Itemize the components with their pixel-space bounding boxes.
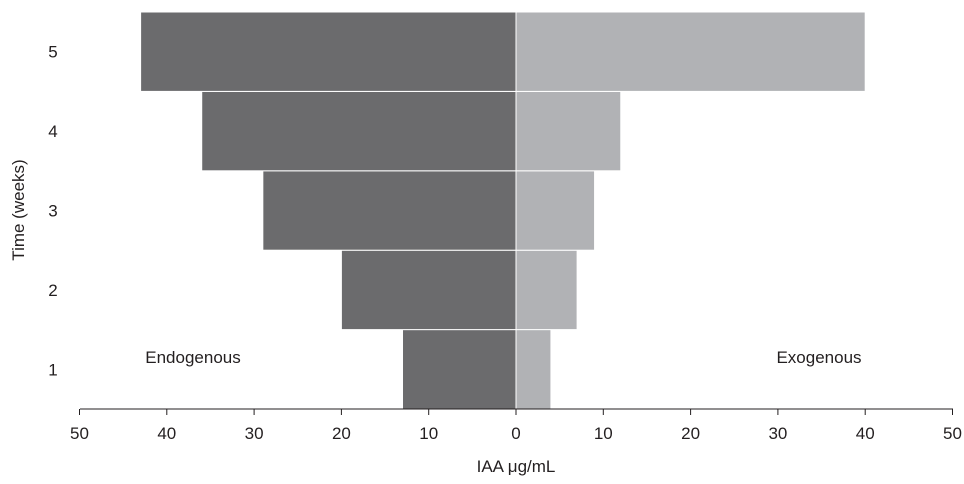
bar-endogenous-week-2: [340, 249, 517, 331]
bar-endogenous-week-3: [262, 170, 517, 251]
x-tick-label: 40: [157, 424, 176, 443]
x-ticks: 50 40 30 20 10 0 10 20 30 40 50: [70, 409, 962, 443]
x-tick-label: 30: [768, 424, 787, 443]
x-tick-label: 40: [856, 424, 875, 443]
y-axis-title: Time (weeks): [9, 159, 28, 260]
x-tick-label: 50: [943, 424, 962, 443]
bar-exogenous-week-5: [515, 11, 866, 92]
bar-exogenous-week-3: [515, 170, 596, 251]
series-label-endogenous: Endogenous: [145, 348, 240, 367]
x-tick-label: 10: [594, 424, 613, 443]
x-tick-label: 30: [245, 424, 264, 443]
y-tick-label-3: 3: [48, 202, 57, 221]
x-tick-label: 50: [70, 424, 89, 443]
x-tick-label: 0: [511, 424, 520, 443]
bar-exogenous-week-4: [515, 90, 622, 172]
bar-exogenous-week-2: [515, 249, 578, 331]
x-tick-label: 10: [419, 424, 438, 443]
y-tick-label-4: 4: [48, 122, 57, 141]
y-tick-labels: 1 2 3 4 5: [48, 43, 57, 380]
bar-endogenous-week-1: [402, 329, 517, 410]
series-label-exogenous: Exogenous: [776, 348, 861, 367]
x-tick-label: 20: [332, 424, 351, 443]
bar-endogenous-week-4: [201, 90, 517, 172]
x-tick-label: 20: [681, 424, 700, 443]
y-tick-label-1: 1: [48, 360, 57, 379]
x-axis-title: IAA μg/mL: [477, 457, 556, 476]
bars-layer: [140, 11, 866, 410]
bar-exogenous-week-1: [515, 329, 552, 410]
y-tick-label-5: 5: [48, 43, 57, 62]
bar-endogenous-week-5: [140, 11, 517, 92]
y-tick-label-2: 2: [48, 281, 57, 300]
